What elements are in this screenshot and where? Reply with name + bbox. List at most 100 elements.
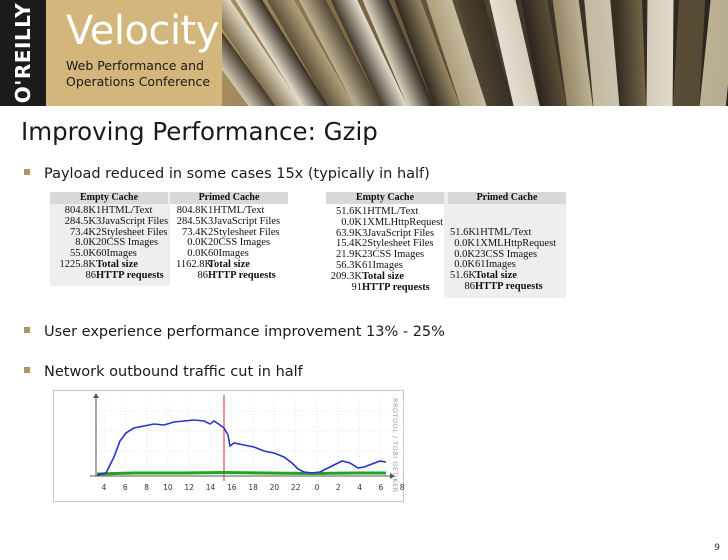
graph-x-tick-label: 6 bbox=[379, 483, 384, 492]
stats-row: 0.0K1XMLHttpRequest bbox=[328, 216, 443, 229]
stats-row: 8.0K20CSS Images bbox=[54, 237, 168, 249]
stats-label: 1HTML/Text bbox=[96, 205, 153, 216]
graph-x-tick-label: 20 bbox=[270, 483, 280, 492]
stats-label: Total size bbox=[96, 258, 138, 270]
stats-label: 2Stylesheet Files bbox=[96, 226, 168, 238]
bullet-payload: Payload reduced in some cases 15x (typic… bbox=[24, 166, 430, 182]
empty-cache-header: Empty Cache bbox=[326, 192, 444, 204]
traffic-graph-svg: 4 6 8 10 12 14 16 18 20 22 0 2 4 6 8 bbox=[90, 393, 405, 492]
graph-watermark: RRDTOOL / TOBI OETIKER bbox=[391, 398, 399, 493]
graph-y-axis-arrow bbox=[93, 393, 99, 398]
bullet-network: Network outbound traffic cut in half bbox=[24, 364, 303, 380]
stats-label: 60Images bbox=[96, 248, 137, 260]
primed-cache-rows: 804.8K1HTML/Text 284.5K3JavaScript Files 7… bbox=[176, 205, 281, 282]
stats-label: HTTP requests bbox=[96, 269, 164, 281]
stats-label: 1HTML/Text bbox=[208, 205, 265, 216]
oreilly-logo-text: O'REILLY bbox=[11, 2, 35, 104]
bullet-text: Network outbound traffic cut in half bbox=[44, 364, 303, 380]
stats-label: 3JavaScript Files bbox=[208, 215, 281, 227]
stats-label: Total size bbox=[475, 270, 517, 282]
graph-x-tick-label: 0 bbox=[315, 483, 320, 492]
stats-row: 0.0K60Images bbox=[176, 248, 280, 260]
stats-label: HTTP requests bbox=[362, 281, 430, 293]
stats-label: 61Images bbox=[475, 259, 516, 271]
stats-value: 1225.8K bbox=[59, 258, 96, 270]
stats-label: 23CSS Images bbox=[362, 249, 425, 261]
bullet-user-experience: User experience performance improvement … bbox=[24, 324, 445, 340]
stats-label: Total size bbox=[208, 258, 250, 270]
conference-header: O'REILLY Velocity Web Performance and Op… bbox=[0, 0, 728, 106]
network-traffic-graph: 4 6 8 10 12 14 16 18 20 22 0 2 4 6 8 bbox=[53, 390, 405, 502]
stats-row: 55.0K60Images bbox=[54, 248, 168, 260]
stats-value: 0.0K bbox=[341, 216, 362, 228]
graph-x-tick-label: 16 bbox=[227, 483, 237, 492]
stats-row: 91HTTP requests bbox=[328, 281, 443, 294]
stats-value: 51.6K bbox=[450, 227, 476, 238]
graph-x-axis-arrow bbox=[390, 473, 395, 479]
stats-row: 284.5K3JavaScript Files bbox=[54, 215, 169, 228]
graph-x-tick-label: 12 bbox=[184, 483, 194, 492]
stats-row: 1225.8KTotal size bbox=[54, 258, 168, 271]
stats-table-before: Empty Cache Primed Cache 804.8K1HTML/Tex… bbox=[50, 192, 288, 286]
oreilly-logo: O'REILLY bbox=[0, 0, 46, 106]
stats-label: 20CSS Images bbox=[208, 237, 271, 249]
conference-subtitle: Web Performance and Operations Conferenc… bbox=[66, 58, 210, 90]
empty-cache-panel bbox=[326, 204, 444, 298]
graph-x-tick-label: 4 bbox=[102, 483, 107, 492]
stats-row: 51.6K1HTML/Text bbox=[450, 227, 556, 239]
graph-x-tick-label: 8 bbox=[400, 483, 405, 492]
stats-value: 804.8K bbox=[176, 205, 208, 216]
primed-cache-rows: 51.6K1HTML/Text 0.0K1XMLHttpRequest 0.0K23… bbox=[450, 227, 556, 293]
stats-value: 55.0K bbox=[70, 248, 96, 260]
graph-x-tick-label: 8 bbox=[144, 483, 149, 492]
stats-label: HTTP requests bbox=[475, 280, 543, 292]
stats-value: 284.5K bbox=[176, 215, 208, 227]
page-number: 9 bbox=[714, 543, 720, 553]
stats-row: 86HTTP requests bbox=[54, 269, 168, 282]
slide-title: Improving Performance: Gzip bbox=[21, 117, 378, 146]
stats-value: 73.4K bbox=[182, 226, 208, 238]
stats-label: 3JavaScript Files bbox=[362, 227, 435, 239]
primed-cache-header: Primed Cache bbox=[170, 192, 288, 204]
stats-row: 804.8K1HTML/Text bbox=[54, 205, 168, 217]
stats-row: 0.0K23CSS Images bbox=[450, 248, 556, 261]
stats-label: 3JavaScript Files bbox=[96, 215, 169, 227]
stats-row: 15.4K2Stylesheet Files bbox=[328, 238, 443, 250]
empty-cache-rows: 804.8K1HTML/Text 284.5K3JavaScript Files 7… bbox=[54, 205, 169, 282]
graph-grid bbox=[96, 399, 403, 476]
stats-value: 284.5K bbox=[64, 215, 96, 227]
bullet-text: User experience performance improvement … bbox=[44, 324, 445, 340]
graph-x-tick-label: 18 bbox=[248, 483, 258, 492]
stats-label: 23CSS Images bbox=[475, 248, 538, 260]
stats-value: 0.0K bbox=[187, 237, 208, 249]
stats-row: 0.0K61Images bbox=[450, 259, 556, 271]
graph-x-tick-label: 2 bbox=[336, 483, 341, 492]
stats-value: 91 bbox=[351, 281, 363, 293]
stats-row: 86HTTP requests bbox=[176, 269, 280, 282]
stats-value: 1162.8K bbox=[176, 258, 213, 270]
stats-row: 21.9K23CSS Images bbox=[328, 249, 443, 261]
stats-value: 804.8K bbox=[64, 205, 96, 216]
inbound-traffic-line bbox=[96, 470, 386, 476]
stats-value: 86 bbox=[197, 269, 209, 281]
stats-row: 51.6K1HTML/Text bbox=[328, 206, 443, 218]
primed-cache-header: Primed Cache bbox=[448, 192, 566, 204]
stats-value: 51.6K bbox=[450, 270, 476, 282]
stats-value: 21.9K bbox=[336, 249, 362, 261]
bullet-marker bbox=[24, 169, 30, 175]
stats-row: 73.4K2Stylesheet Files bbox=[54, 226, 168, 239]
stats-row: 209.3KTotal size bbox=[328, 270, 443, 283]
graph-x-tick-label: 4 bbox=[357, 483, 362, 492]
stats-row: 0.0K1XMLHttpRequest bbox=[450, 237, 556, 250]
velocity-logo: Velocity Web Performance and Operations … bbox=[46, 0, 222, 106]
conference-name: Velocity bbox=[66, 8, 219, 54]
stats-row: 0.0K20CSS Images bbox=[176, 237, 280, 249]
graph-x-tick-label: 6 bbox=[123, 483, 128, 492]
turbine-blade bbox=[614, 0, 648, 106]
stats-label: 61Images bbox=[362, 259, 403, 271]
stats-value: 0.0K bbox=[454, 248, 475, 260]
stats-label: Total size bbox=[362, 270, 404, 282]
stats-row: 51.6KTotal size bbox=[450, 270, 556, 282]
stats-value: 0.0K bbox=[454, 237, 475, 249]
bullet-text: Payload reduced in some cases 15x (typic… bbox=[44, 166, 430, 182]
